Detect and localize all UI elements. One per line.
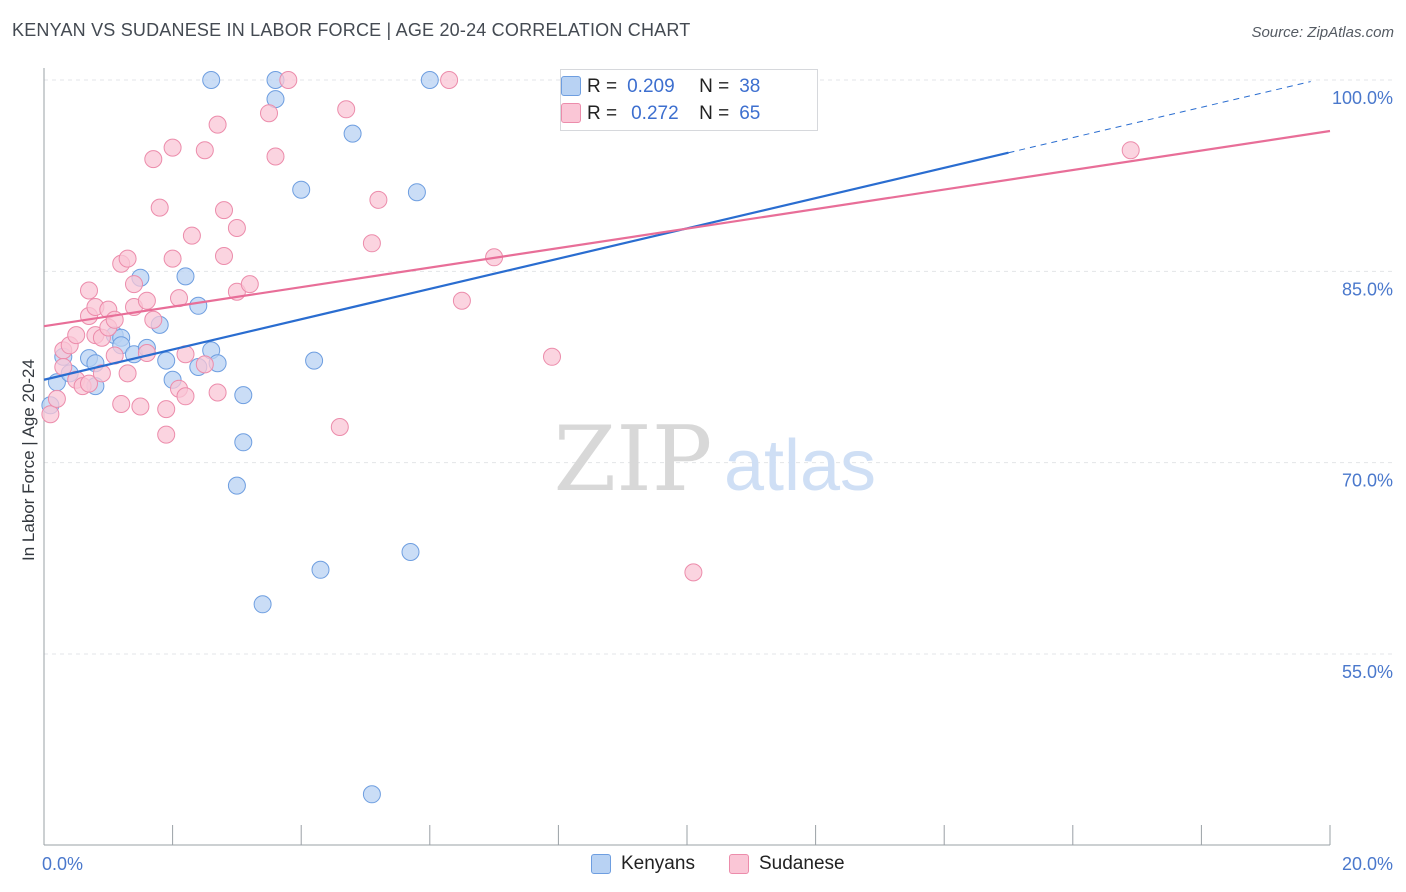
sudanese-point bbox=[112, 395, 131, 413]
sudanese-point bbox=[195, 141, 214, 160]
kenyans-legend-label: Kenyans bbox=[621, 853, 695, 874]
sudanese-point bbox=[369, 190, 388, 209]
sudanese-point bbox=[240, 275, 259, 294]
y-tick-label: 70.0% bbox=[1342, 471, 1393, 491]
kenyans-point bbox=[234, 386, 253, 405]
kenyans-trend-extension bbox=[1008, 81, 1311, 154]
sudanese-point bbox=[157, 425, 176, 444]
sudanese-swatch bbox=[561, 103, 581, 123]
sudanese-legend-label: Sudanese bbox=[759, 853, 845, 874]
legend-r-label: R = bbox=[587, 76, 618, 97]
sudanese-point bbox=[80, 374, 98, 393]
sudanese-point bbox=[163, 138, 182, 157]
sudanese-point bbox=[80, 281, 98, 300]
kenyans-point bbox=[189, 296, 208, 315]
axis-layer bbox=[43, 68, 1331, 846]
legend-n-label: N = bbox=[699, 103, 730, 124]
sudanese-point bbox=[362, 234, 381, 253]
kenyans-point bbox=[362, 785, 381, 804]
kenyans-point bbox=[253, 595, 272, 614]
sudanese-point bbox=[131, 397, 150, 416]
sudanese-point bbox=[163, 249, 182, 268]
sudanese-point bbox=[337, 100, 356, 119]
legend-row-kenyans: R = 0.209 N = 38 bbox=[561, 75, 761, 99]
sudanese-point bbox=[41, 405, 60, 424]
bottom-legend-sudanese: Sudanese bbox=[729, 852, 845, 876]
sudanese-point bbox=[118, 249, 137, 268]
sudanese-point bbox=[1121, 141, 1140, 160]
legend-r-label: R = bbox=[587, 103, 618, 124]
kenyans-point bbox=[343, 124, 362, 143]
kenyans-point bbox=[292, 180, 311, 199]
y-axis-label: In Labor Force | Age 20-24 bbox=[19, 359, 38, 561]
chart-title: KENYAN VS SUDANESE IN LABOR FORCE | AGE … bbox=[12, 20, 691, 40]
x-tick-label: 20.0% bbox=[1342, 854, 1393, 874]
sudanese-point bbox=[208, 383, 227, 402]
kenyans-r-value: 0.209 bbox=[627, 76, 675, 97]
sudanese-n-value: 65 bbox=[739, 103, 761, 124]
kenyans-n-value: 38 bbox=[739, 76, 761, 97]
sudanese-point bbox=[260, 104, 278, 123]
kenyans-point bbox=[311, 560, 330, 579]
kenyans-point bbox=[305, 351, 324, 370]
sudanese-point bbox=[440, 71, 459, 89]
sudanese-point bbox=[150, 198, 169, 217]
sudanese-point bbox=[330, 418, 349, 436]
stats-legend: R = 0.209 N = 38 R = 0.272 N = 65 bbox=[560, 69, 818, 131]
grid-layer bbox=[44, 79, 1392, 655]
kenyans-swatch bbox=[561, 76, 581, 96]
sudanese-point bbox=[543, 347, 561, 366]
kenyans-point bbox=[234, 433, 253, 452]
kenyans-point bbox=[176, 267, 195, 286]
legend-n-label: N = bbox=[699, 76, 730, 97]
trend-layer bbox=[43, 81, 1331, 381]
sudanese-trend-line bbox=[43, 129, 1331, 328]
sudanese-point bbox=[215, 247, 233, 265]
watermark: ZIP atlas bbox=[554, 407, 876, 512]
sudanese-r-value: 0.272 bbox=[631, 103, 679, 124]
kenyans-point bbox=[420, 71, 439, 89]
sudanese-point bbox=[125, 275, 143, 294]
sudanese-point bbox=[227, 219, 246, 237]
kenyans-point bbox=[407, 183, 426, 202]
legend-row-sudanese: R = 0.272 N = 65 bbox=[561, 102, 761, 126]
tick-label-layer: 55.0% 70.0% 85.0% 100.0% 0.0% 20.0% bbox=[42, 88, 1393, 874]
sudanese-point bbox=[215, 201, 233, 220]
x-tick-label: 0.0% bbox=[42, 854, 83, 874]
y-tick-label: 85.0% bbox=[1342, 279, 1393, 299]
sudanese-point bbox=[157, 400, 176, 419]
kenyans-point bbox=[401, 543, 420, 561]
source-credit: Source: ZipAtlas.com bbox=[1251, 24, 1394, 41]
sudanese-point bbox=[452, 291, 471, 310]
kenyans-trend-line bbox=[43, 151, 1009, 381]
sudanese-point bbox=[195, 355, 214, 374]
sudanese-point bbox=[279, 71, 298, 89]
sudanese-point bbox=[137, 291, 156, 310]
sudanese-point bbox=[266, 147, 285, 166]
sudanese-point bbox=[182, 226, 201, 245]
sudanese-point bbox=[176, 387, 195, 406]
sudanese-point bbox=[47, 389, 66, 408]
watermark-atlas: atlas bbox=[724, 426, 876, 506]
sudanese-point bbox=[67, 326, 86, 345]
watermark-zip: ZIP bbox=[554, 407, 713, 512]
sudanese-point bbox=[92, 364, 111, 383]
sudanese-point bbox=[684, 563, 703, 582]
sudanese-point bbox=[144, 150, 163, 169]
kenyans-point bbox=[157, 351, 176, 370]
bottom-legend-kenyans: Kenyans bbox=[591, 852, 695, 876]
kenyans-point bbox=[227, 476, 246, 495]
y-tick-label: 55.0% bbox=[1342, 662, 1393, 682]
y-tick-label: 100.0% bbox=[1332, 88, 1393, 108]
sudanese-point bbox=[208, 115, 227, 134]
sudanese-legend-swatch bbox=[729, 854, 749, 874]
sudanese-point bbox=[137, 344, 156, 362]
kenyans-point bbox=[202, 71, 221, 89]
sudanese-point bbox=[118, 364, 137, 383]
sudanese-point bbox=[144, 310, 163, 329]
kenyans-legend-swatch bbox=[591, 854, 611, 874]
